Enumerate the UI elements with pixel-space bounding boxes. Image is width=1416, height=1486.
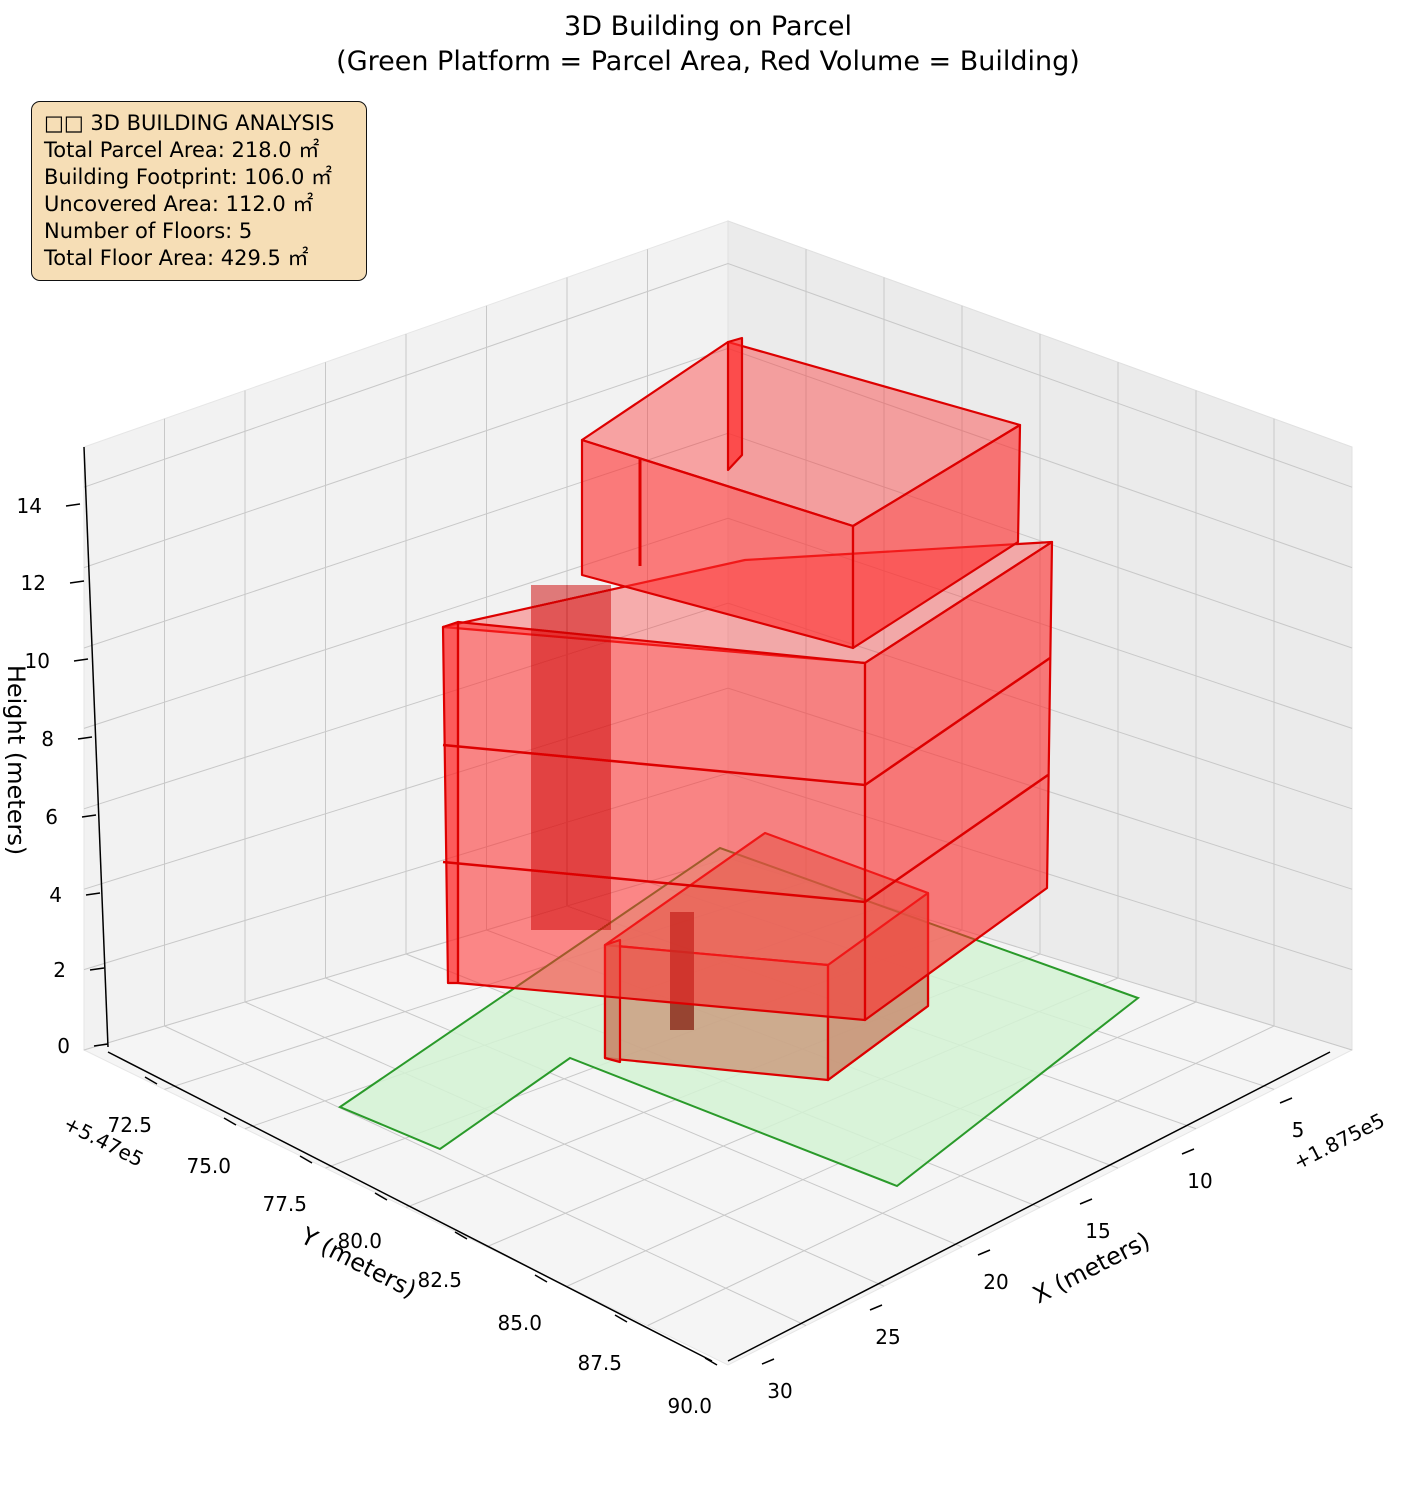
x-tick-label: 15 xyxy=(1085,1219,1110,1243)
axis-lines xyxy=(65,446,1331,1366)
top-block-right xyxy=(851,423,1022,650)
floor-division-line xyxy=(442,773,1049,904)
info-heading: □□ 3D BUILDING ANALYSIS xyxy=(44,111,335,135)
x-tick xyxy=(761,1358,775,1365)
x-tick-label: 10 xyxy=(1187,1169,1212,1193)
y-tick xyxy=(299,1155,313,1164)
z-tick xyxy=(73,658,89,662)
z-tick-label: 4 xyxy=(49,883,62,907)
info-building-footprint: Building Footprint: 106.0 ㎡ xyxy=(44,165,333,189)
chart-title: 3D Building on Parcel xyxy=(564,11,852,42)
y-tick-label: 90.0 xyxy=(667,1394,712,1418)
y-tick-label: 72.5 xyxy=(107,1113,152,1137)
x-tick-label: 20 xyxy=(983,1270,1008,1294)
tower-front xyxy=(456,620,867,1022)
y-tick xyxy=(144,1076,158,1085)
chart-subtitle: (Green Platform = Parcel Area, Red Volum… xyxy=(336,46,1080,77)
info-number-of-floors: Number of Floors: 5 xyxy=(44,219,253,243)
x-tick xyxy=(1181,1148,1195,1155)
y-tick-label: 85.0 xyxy=(497,1311,542,1335)
y-tick-label: 75.0 xyxy=(186,1154,231,1178)
y-tick-label: 82.5 xyxy=(417,1268,462,1292)
y-tick xyxy=(614,1314,628,1323)
z-tick-label: 2 xyxy=(53,958,66,982)
y-tick xyxy=(534,1274,548,1283)
z-tick xyxy=(69,580,85,584)
z-tick xyxy=(77,736,93,740)
y-tick-label: 87.5 xyxy=(577,1351,622,1375)
y-tick-label: 77.5 xyxy=(262,1192,307,1216)
z-axis-title: Height (meters) xyxy=(2,665,30,855)
z-tick xyxy=(85,892,101,896)
z-tick xyxy=(65,503,81,507)
y-tick xyxy=(454,1231,468,1240)
analysis-info-box: □□ 3D BUILDING ANALYSIS Total Parcel Are… xyxy=(31,101,367,281)
floor-grid-line xyxy=(647,1025,1275,1327)
info-uncovered-area: Uncovered Area: 112.0 ㎡ xyxy=(44,192,314,216)
z-tick xyxy=(89,967,105,971)
x-tick-label: 30 xyxy=(767,1379,792,1403)
x-tick xyxy=(1279,1097,1293,1104)
x-tick xyxy=(869,1304,883,1311)
x-tick-label: 25 xyxy=(875,1325,900,1349)
y-tick xyxy=(704,1357,718,1366)
y-axis-line xyxy=(107,1051,713,1362)
x-axis-line xyxy=(727,1051,1331,1362)
info-total-parcel-area: Total Parcel Area: 218.0 ㎡ xyxy=(44,138,320,162)
z-tick-label: 6 xyxy=(45,805,58,829)
info-total-floor-area: Total Floor Area: 429.5 ㎡ xyxy=(44,246,309,270)
grid-line-z xyxy=(83,262,1353,488)
floor-division-line xyxy=(442,656,1051,787)
z-tick-label: 8 xyxy=(41,727,54,751)
x-tick xyxy=(977,1249,991,1256)
z-tick-label: 12 xyxy=(21,571,46,595)
z-axis-line xyxy=(83,446,109,1048)
x-tick-label: 5 xyxy=(1292,1118,1305,1142)
y-tick xyxy=(374,1192,388,1201)
z-tick-label: 10 xyxy=(25,649,50,673)
z-tick xyxy=(81,814,97,818)
z-tick-label: 14 xyxy=(17,494,42,518)
x-tick xyxy=(1079,1198,1093,1205)
building-layer xyxy=(441,336,1054,1082)
y-tick xyxy=(223,1117,237,1126)
z-tick xyxy=(93,1043,109,1047)
z-tick-label: 0 xyxy=(57,1034,70,1058)
top-block-seam xyxy=(726,336,744,472)
y-tick-label: 80.0 xyxy=(337,1229,382,1253)
